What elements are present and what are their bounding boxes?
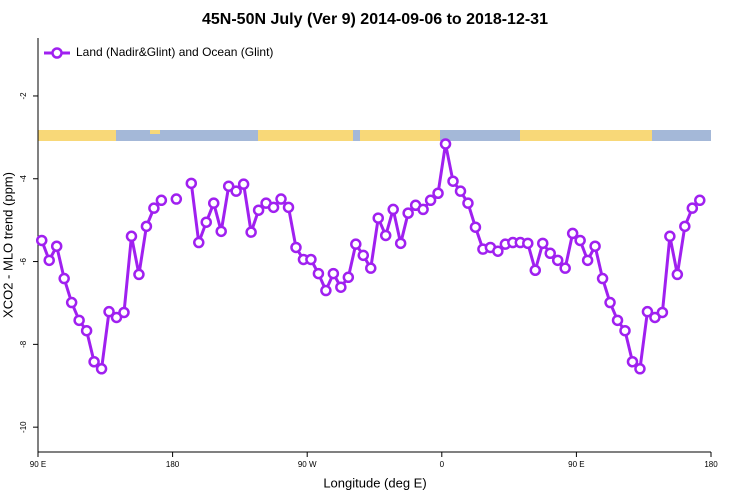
data-point xyxy=(335,281,347,293)
data-point xyxy=(320,284,332,297)
data-point xyxy=(327,267,340,280)
y-tick-label: -6 xyxy=(19,257,28,265)
data-point xyxy=(462,197,474,209)
data-point xyxy=(88,355,100,368)
data-point xyxy=(312,267,325,280)
data-point xyxy=(394,237,407,250)
data-point xyxy=(200,216,212,228)
data-point xyxy=(454,185,467,197)
data-point xyxy=(402,207,414,219)
data-point xyxy=(679,220,691,233)
data-point xyxy=(634,363,646,375)
data-point xyxy=(50,240,63,252)
data-point xyxy=(596,272,609,285)
data-point xyxy=(185,177,198,190)
data-point xyxy=(372,212,384,224)
data-point xyxy=(694,194,706,207)
data-point xyxy=(611,314,624,327)
data-point xyxy=(566,227,579,240)
y-axis-label: XCO2 - MLO trend (ppm) xyxy=(0,172,15,318)
x-tick-label: 90 E xyxy=(568,460,584,469)
data-point xyxy=(604,296,616,309)
data-point xyxy=(95,363,108,375)
data-point xyxy=(290,241,302,254)
data-point xyxy=(649,311,661,324)
data-point xyxy=(589,240,601,252)
legend: Land (Nadir&Glint) and Ocean (Glint) xyxy=(44,45,273,59)
data-point xyxy=(170,193,183,205)
data-point xyxy=(522,237,534,250)
data-point xyxy=(237,178,250,190)
data-point xyxy=(350,238,362,250)
data-point xyxy=(207,197,220,209)
data-point xyxy=(43,254,55,267)
data-point xyxy=(439,138,452,150)
data-point xyxy=(230,185,242,197)
data-point xyxy=(155,194,168,207)
legend-label: Land (Nadir&Glint) and Ocean (Glint) xyxy=(76,45,273,59)
data-point xyxy=(103,305,115,318)
data-point xyxy=(110,311,123,324)
data-point xyxy=(447,175,459,187)
x-tick-label: 90 W xyxy=(298,460,317,469)
x-tick-label: 90 E xyxy=(30,460,46,469)
data-point xyxy=(275,193,287,205)
data-point xyxy=(245,226,257,238)
data-point xyxy=(80,324,93,337)
data-point xyxy=(252,204,265,216)
data-point xyxy=(35,234,48,247)
data-point xyxy=(133,268,145,281)
data-point xyxy=(357,249,370,262)
data-point xyxy=(492,245,504,257)
data-point xyxy=(342,271,355,284)
data-point xyxy=(148,202,160,214)
map-strip xyxy=(38,130,711,141)
data-point xyxy=(469,221,482,233)
data-point xyxy=(424,194,437,207)
y-tick-label: -2 xyxy=(19,92,28,100)
legend-marker xyxy=(51,47,63,59)
data-point xyxy=(559,262,571,274)
data-point xyxy=(73,314,85,327)
y-tick-label: -10 xyxy=(19,421,28,433)
data-point xyxy=(417,203,429,216)
data-point xyxy=(529,264,542,277)
data-point xyxy=(125,230,138,243)
data-point xyxy=(365,262,377,274)
data-point xyxy=(118,306,130,319)
data-point xyxy=(619,324,631,337)
data-point xyxy=(267,201,280,214)
data-point xyxy=(664,230,676,243)
x-tick-label: 0 xyxy=(440,460,445,469)
data-point xyxy=(432,187,444,199)
data-point xyxy=(140,220,153,233)
y-tick-label: -8 xyxy=(19,340,28,348)
x-axis-label: Longitude (deg E) xyxy=(323,475,426,490)
x-tick-label: 180 xyxy=(166,460,180,469)
data-point xyxy=(537,237,549,250)
data-point xyxy=(626,355,639,368)
x-tick-label: 180 xyxy=(704,460,718,469)
data-point xyxy=(641,305,654,318)
data-point xyxy=(656,306,669,319)
data-point xyxy=(574,234,586,247)
y-tick-label: -4 xyxy=(19,175,28,183)
chart-title: 45N-50N July (Ver 9) 2014-09-06 to 2018-… xyxy=(202,11,548,28)
data-point xyxy=(387,203,399,216)
data-point xyxy=(379,229,392,242)
data-point xyxy=(581,254,594,267)
data-point xyxy=(282,201,295,214)
data-point xyxy=(215,225,227,238)
data-point xyxy=(222,180,235,192)
data-point xyxy=(686,202,699,214)
data-point xyxy=(193,236,205,249)
data-point xyxy=(58,272,70,285)
data-point xyxy=(544,247,556,260)
data-point xyxy=(65,296,78,309)
data-point xyxy=(551,254,564,267)
data-point xyxy=(305,253,317,266)
data-point xyxy=(671,268,684,281)
